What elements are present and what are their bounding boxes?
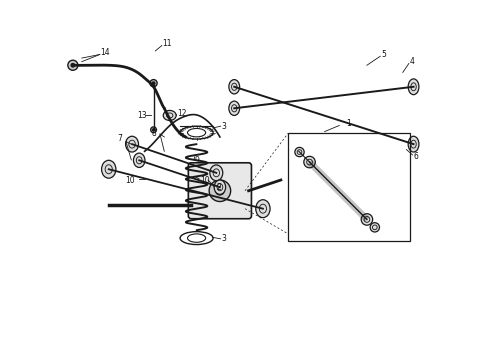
- Ellipse shape: [370, 223, 379, 232]
- Ellipse shape: [295, 147, 304, 157]
- Ellipse shape: [229, 101, 240, 116]
- Text: 14: 14: [100, 48, 109, 57]
- Bar: [288, 134, 410, 241]
- Text: 8: 8: [152, 129, 156, 138]
- Ellipse shape: [361, 214, 373, 225]
- Text: 9: 9: [195, 156, 199, 165]
- Circle shape: [216, 186, 224, 195]
- Text: 13: 13: [137, 111, 147, 120]
- Text: 11: 11: [163, 39, 172, 48]
- Ellipse shape: [256, 200, 270, 218]
- Circle shape: [151, 127, 156, 133]
- Ellipse shape: [214, 180, 225, 194]
- Ellipse shape: [163, 111, 176, 121]
- Text: 3: 3: [221, 234, 226, 243]
- Circle shape: [71, 63, 74, 67]
- Circle shape: [152, 82, 155, 85]
- Text: 10: 10: [200, 176, 210, 185]
- Ellipse shape: [101, 160, 116, 178]
- Ellipse shape: [229, 80, 240, 94]
- Circle shape: [209, 180, 231, 202]
- Text: 10: 10: [125, 176, 134, 185]
- Ellipse shape: [408, 79, 419, 95]
- Circle shape: [150, 80, 157, 87]
- Text: 5: 5: [381, 50, 386, 59]
- Text: 2: 2: [216, 183, 221, 192]
- Text: 7: 7: [118, 134, 122, 143]
- Circle shape: [152, 129, 154, 131]
- FancyBboxPatch shape: [188, 163, 251, 219]
- Text: 12: 12: [177, 109, 186, 118]
- Ellipse shape: [210, 165, 223, 181]
- Ellipse shape: [408, 136, 419, 152]
- Text: 6: 6: [414, 152, 418, 161]
- Text: 1: 1: [346, 119, 351, 128]
- Text: 3: 3: [221, 122, 226, 131]
- Ellipse shape: [125, 136, 139, 152]
- Ellipse shape: [133, 153, 145, 167]
- Ellipse shape: [304, 156, 315, 168]
- Circle shape: [68, 60, 78, 70]
- Text: 4: 4: [410, 57, 415, 66]
